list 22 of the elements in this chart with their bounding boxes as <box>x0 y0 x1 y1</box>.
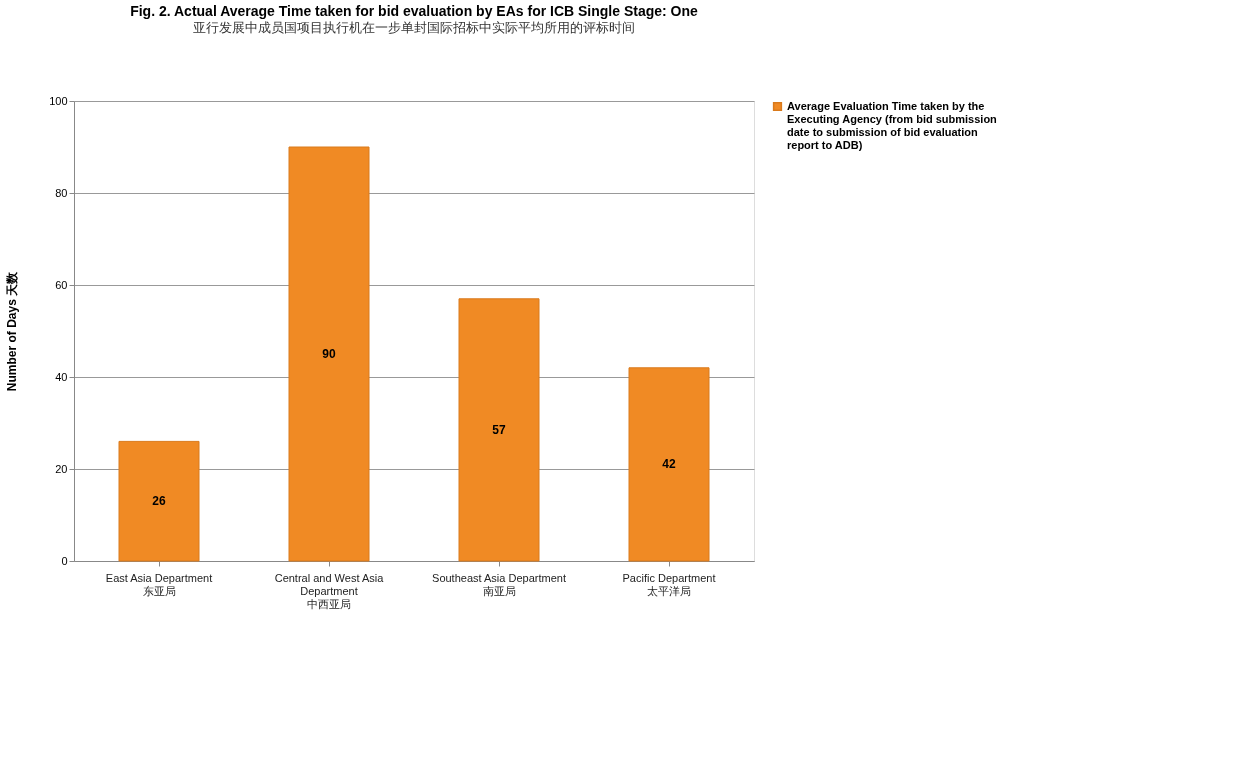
chart-subtitle: 亚行发展中成员国项目执行机在一步单封国际招标中实际平均所用的评标时间 <box>193 20 635 35</box>
data-label: 26 <box>152 494 166 509</box>
legend-label: Average Evaluation Time taken by the Executing Agency (from bid submission date to submission of bid evaluation report to ADB) <box>787 99 998 151</box>
y-tick-label: 40 <box>55 370 68 383</box>
x-tick-label: Southeast Asia Department 南亚局 <box>432 571 566 597</box>
bar <box>288 146 370 562</box>
y-tick-label: 80 <box>55 186 68 199</box>
bar <box>628 367 710 562</box>
y-axis-title: Number of Days 天数 <box>5 270 20 392</box>
y-tick-label: 0 <box>61 554 68 567</box>
chart-title: Fig. 2. Actual Average Time taken for bid evaluation by EAs for ICB Single Stage: One <box>130 3 699 19</box>
data-label: 90 <box>322 347 336 361</box>
bar <box>118 440 200 562</box>
x-tick-label: Central and West Asia Department 中西亚局 <box>274 571 385 610</box>
y-tick-label: 100 <box>49 94 68 107</box>
data-label: 42 <box>662 457 676 472</box>
data-label: 57 <box>492 422 506 437</box>
x-tick-label: East Asia Department 东亚局 <box>105 571 213 597</box>
y-tick-label: 60 <box>55 278 68 291</box>
y-tick-label: 20 <box>55 462 68 475</box>
x-tick-label: Pacific Department 太平洋局 <box>622 571 716 597</box>
bar <box>458 298 540 562</box>
